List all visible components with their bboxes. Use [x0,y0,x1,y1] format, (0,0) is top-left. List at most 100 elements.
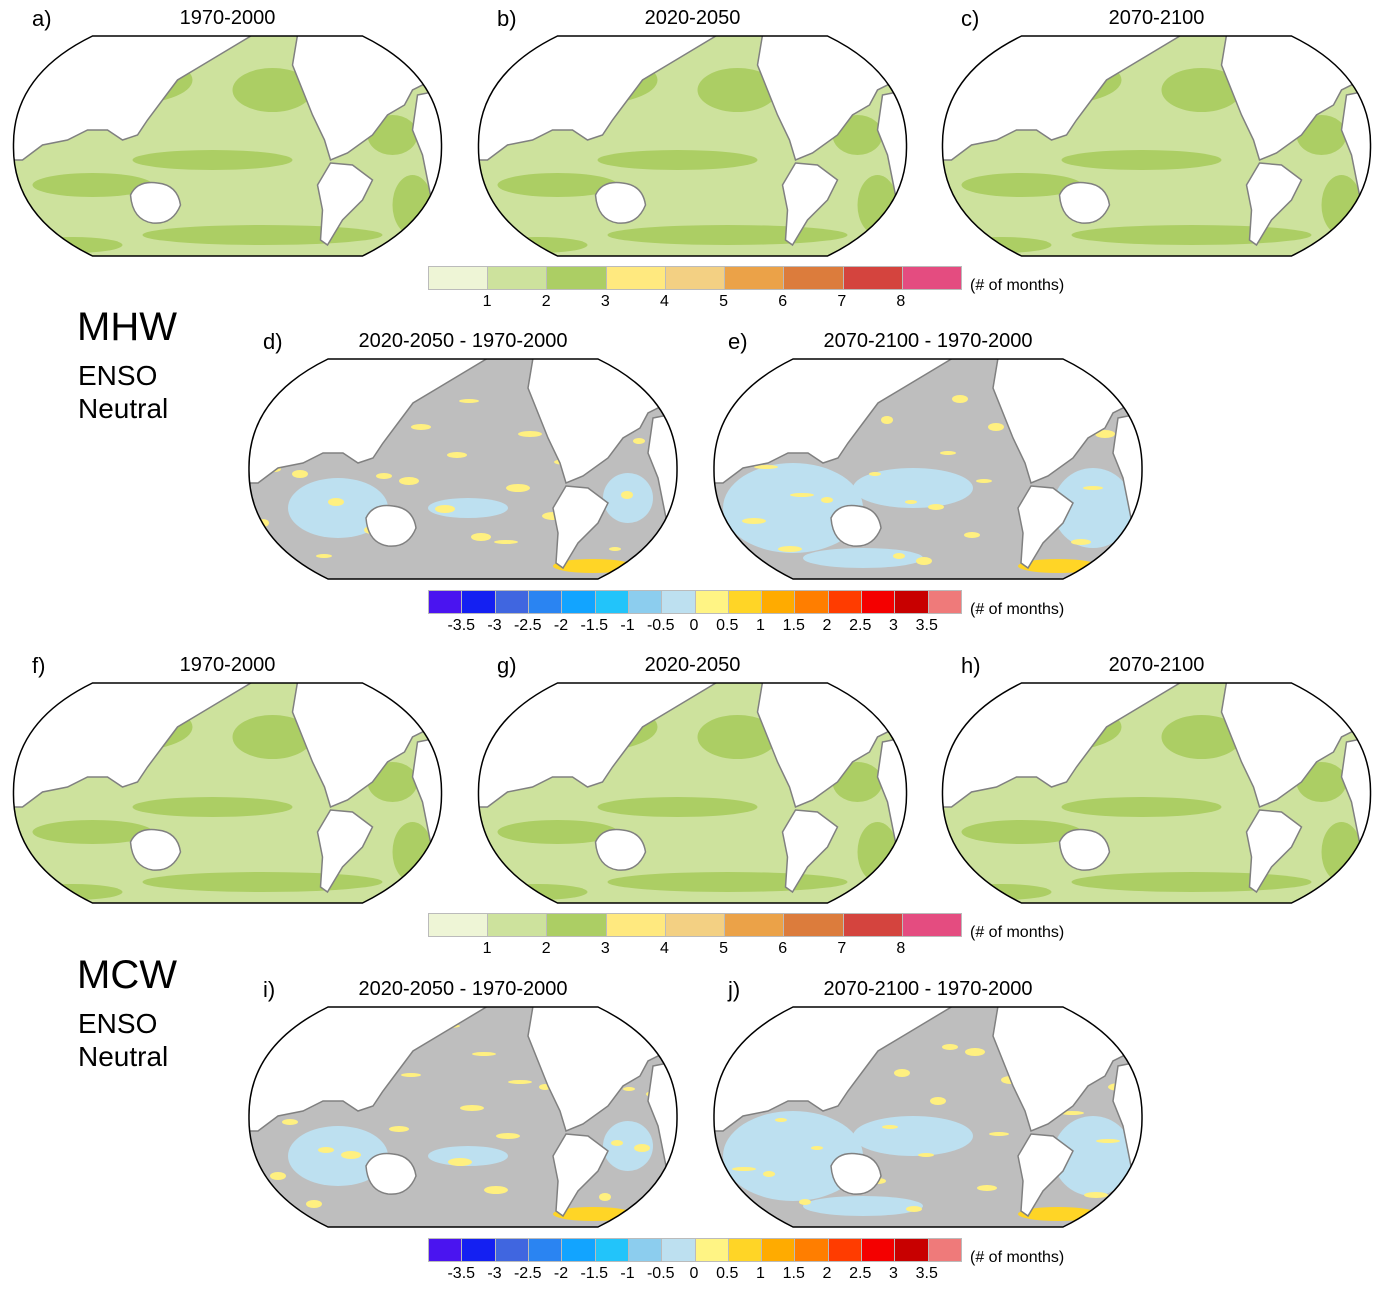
land [942,683,1185,808]
negative-anomaly [803,548,923,568]
positive-anomaly [634,1144,650,1152]
map-diff [248,1006,678,1228]
colorbar-swatch [728,1239,763,1261]
anomaly-band [1071,225,1312,245]
anomaly-band [232,68,313,112]
colorbar-swatch [488,267,548,289]
colorbar-swatch [429,267,489,289]
anomaly-band [392,822,433,882]
colorbar-unit: (# of months) [970,924,1065,941]
negative-anomaly [853,468,973,508]
positive-anomaly [621,491,633,499]
map-abs [941,682,1372,904]
colorbar-tick: 1.5 [782,1265,805,1282]
positive-anomaly [1071,539,1091,545]
positive-anomaly [811,1146,823,1150]
positive-anomaly [599,1193,611,1201]
anomaly-band [497,173,618,197]
anomaly-band [607,225,848,245]
colorbar-swatch [828,591,863,613]
positive-anomaly [341,1151,361,1159]
land [365,1152,417,1195]
land [129,828,182,871]
colorbar-swatch [862,1239,896,1261]
positive-anomaly [518,431,542,437]
map-border [477,35,908,257]
colorbar-swatch [429,1239,463,1261]
positive-anomaly [881,416,893,424]
colorbar-tick: 2.5 [849,617,872,634]
colorbar-unit: (# of months) [970,1249,1065,1266]
colorbar-tick: 1 [482,940,492,957]
land [365,504,417,547]
anomaly-band [142,872,383,892]
colorbar-tick: -1 [620,1265,635,1282]
anomaly-band [697,68,778,112]
colorbar-tick: 1 [756,1265,765,1282]
panel-title: 2070-2100 [1108,654,1205,676]
colorbar-swatch [828,1239,863,1261]
colorbar-tick: -1 [620,617,635,634]
colorbar-tick: 2 [541,293,551,310]
positive-anomaly [316,554,332,558]
panel-title: 1970-2000 [179,7,276,29]
colorbar-swatch [862,591,896,613]
positive-anomaly [270,1172,286,1180]
colorbar-tick: 0.5 [716,1265,739,1282]
anomaly-band [1321,175,1362,235]
panel-title: 2070-2100 [1108,7,1205,29]
anomaly-band [132,797,293,817]
anomaly-band [1061,797,1222,817]
land [552,1133,609,1218]
negative-anomaly [803,1196,923,1216]
colorbar [428,1238,962,1262]
colorbar-tick: -1.5 [580,1265,609,1282]
negative-anomaly [723,1111,863,1201]
colorbar-tick: -0.5 [646,617,675,634]
positive-anomaly [633,438,645,444]
anomaly-band [857,175,898,235]
colorbar-tick: 8 [896,940,906,957]
colorbar-tick: 7 [837,940,847,957]
colorbar-tick: 8 [896,293,906,310]
positive-anomaly [732,1167,756,1171]
land [552,485,609,570]
positive-anomaly [623,1087,635,1091]
colorbar-tick: 3.5 [915,1265,938,1282]
negative-anomaly [853,1116,973,1156]
negative-anomaly [288,478,388,538]
land [594,181,647,224]
land [1017,1133,1074,1218]
group-label: MCW [77,953,177,997]
colorbar-swatch [843,267,903,289]
colorbar-tick: 1.5 [782,617,805,634]
land [830,504,882,547]
positive-anomaly [964,532,980,538]
land [713,1007,956,1132]
positive-anomaly [742,518,766,524]
positive-anomaly [720,1030,744,1036]
panel-title: 1970-2000 [179,654,276,676]
colorbar-swatch [762,591,796,613]
positive-anomaly [918,1153,934,1157]
positive-anomaly [763,1171,775,1177]
colorbar [428,913,962,937]
positive-anomaly [790,493,814,497]
positive-anomaly [965,1048,985,1056]
positive-anomaly [292,470,308,478]
colorbar-swatch [595,591,629,613]
colorbar-tick: -2 [553,617,569,634]
colorbar-tick: -0.5 [646,1265,675,1282]
positive-anomaly [645,385,657,389]
panel-letter: g) [497,653,517,678]
positive-anomaly [1095,430,1115,438]
positive-anomaly [472,1052,496,1056]
colorbar-tick: 0.5 [716,617,739,634]
land [713,359,956,484]
colorbar-swatch [429,591,463,613]
group-label: MHW [77,305,177,349]
positive-anomaly [553,559,633,573]
map-abs [477,35,908,257]
anomaly-band [1061,150,1222,170]
